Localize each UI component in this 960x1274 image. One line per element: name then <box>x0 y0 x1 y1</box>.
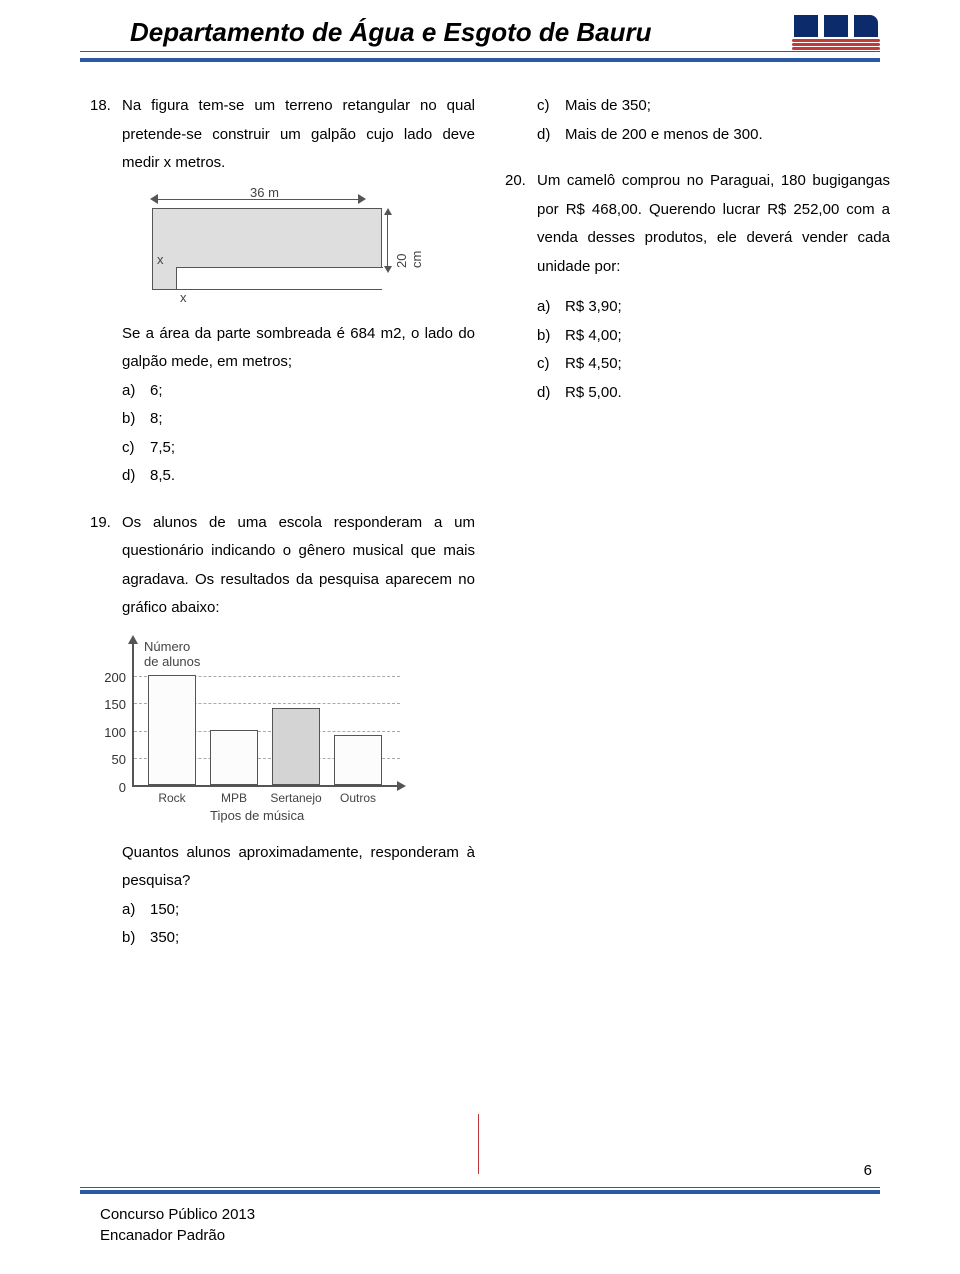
q20-options: a)R$ 3,90; b)R$ 4,00; c)R$ 4,50; d)R$ 5,… <box>537 293 890 407</box>
q20-opt-b[interactable]: b)R$ 4,00; <box>537 322 890 351</box>
chart-bar <box>210 730 258 785</box>
q20-opt-d[interactable]: d)R$ 5,00. <box>537 379 890 408</box>
chart-category-label: MPB <box>206 791 262 805</box>
chart-category-label: Outros <box>330 791 386 805</box>
figure-top-label: 36 m <box>250 185 279 200</box>
footer-divider <box>80 1190 880 1194</box>
left-column: 18. Na figura tem-se um terreno retangul… <box>90 92 475 953</box>
page-number: 6 <box>864 1162 872 1179</box>
q18-opt-a[interactable]: a)6; <box>122 377 475 406</box>
q19-subtext: Quantos alunos aproximadamente, responde… <box>122 839 475 896</box>
q19-bar-chart: Númerode alunos 0 50 100 150 200 Rock MPB Serta… <box>90 635 430 825</box>
chart-bar <box>334 735 382 785</box>
q19-options-cont: c)Mais de 350; d)Mais de 200 e menos de … <box>537 92 890 149</box>
figure-x-label-2: x <box>180 290 187 305</box>
q20-opt-c[interactable]: c)R$ 4,50; <box>537 350 890 379</box>
q19-opt-b[interactable]: b)350; <box>122 924 475 953</box>
chart-bar <box>272 708 320 785</box>
q18-opt-b[interactable]: b)8; <box>122 405 475 434</box>
right-column: c)Mais de 350; d)Mais de 200 e menos de … <box>505 92 890 953</box>
chart-y-tick: 200 <box>92 670 126 685</box>
question-19: 19. Os alunos de uma escola responderam … <box>90 509 475 623</box>
question-number: 18. <box>90 92 122 178</box>
q20-opt-a[interactable]: a)R$ 3,90; <box>537 293 890 322</box>
chart-y-tick: 50 <box>92 752 126 767</box>
chart-category-label: Sertanejo <box>268 791 324 805</box>
content-columns: 18. Na figura tem-se um terreno retangul… <box>0 62 960 953</box>
figure-side-label: 20 cm <box>394 245 424 268</box>
chart-bar <box>148 675 196 785</box>
header-divider-thin <box>80 51 880 52</box>
chart-y-tick: 0 <box>92 780 126 795</box>
q19-opt-d[interactable]: d)Mais de 200 e menos de 300. <box>537 121 890 150</box>
chart-x-label: Tipos de música <box>210 808 304 823</box>
q18-options: a)6; b)8; c)7,5; d)8,5. <box>122 377 475 491</box>
question-18: 18. Na figura tem-se um terreno retangul… <box>90 92 475 178</box>
q18-figure: 36 m x x 20 cm <box>122 190 417 310</box>
center-red-line <box>478 1114 479 1174</box>
question-text: Os alunos de uma escola responderam a um… <box>122 509 475 623</box>
q19-options: a)150; b)350; <box>122 896 475 953</box>
q19-opt-a[interactable]: a)150; <box>122 896 475 925</box>
question-20: 20. Um camelô comprou no Paraguai, 180 b… <box>505 167 890 281</box>
question-number: 20. <box>505 167 537 281</box>
chart-y-tick: 150 <box>92 697 126 712</box>
question-text: Um camelô comprou no Paraguai, 180 bugig… <box>537 167 890 281</box>
chart-y-label: Númerode alunos <box>144 639 200 670</box>
question-number: 19. <box>90 509 122 623</box>
figure-x-label-1: x <box>157 252 164 267</box>
chart-y-tick: 100 <box>92 725 126 740</box>
q18-subtext: Se a área da parte sombreada é 684 m2, o… <box>122 320 475 377</box>
page-header: Departamento de Água e Esgoto de Bauru <box>0 0 960 50</box>
q19-opt-c[interactable]: c)Mais de 350; <box>537 92 890 121</box>
dae-logo <box>792 15 880 50</box>
question-text: Na figura tem-se um terreno retangular n… <box>122 92 475 178</box>
header-title: Departamento de Água e Esgoto de Bauru <box>130 17 652 48</box>
q18-opt-d[interactable]: d)8,5. <box>122 462 475 491</box>
footer-text: Concurso Público 2013 Encanador Padrão <box>100 1204 255 1246</box>
q18-opt-c[interactable]: c)7,5; <box>122 434 475 463</box>
chart-category-label: Rock <box>144 791 200 805</box>
footer-divider-thin <box>80 1187 880 1188</box>
